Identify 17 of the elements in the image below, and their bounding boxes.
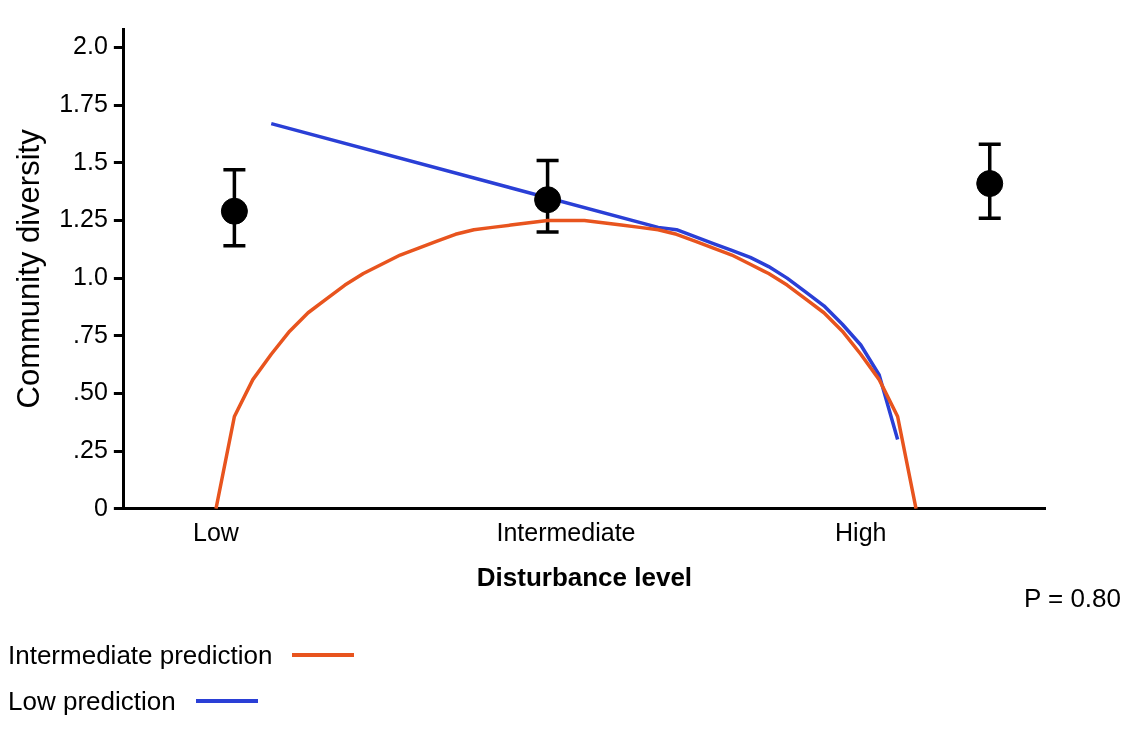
y-tick-label: 1.5: [73, 146, 108, 175]
x-tick-label: High: [835, 517, 887, 546]
y-tick-label: 1.0: [73, 262, 108, 291]
text: P = 0.80: [1023, 583, 1121, 614]
y-tick-label: 1.75: [59, 89, 108, 118]
x-tick-label: Intermediate: [496, 517, 636, 546]
y-tick-label: .50: [73, 377, 108, 406]
y-tick-label: .75: [73, 319, 108, 348]
y-tick-label: 0: [93, 492, 108, 521]
x-axis-title: Disturbance level: [476, 561, 693, 592]
legend-label: Intermediate prediction: [8, 639, 273, 671]
x-tick-label: Low: [193, 517, 240, 546]
legend-label: Low prediction: [8, 685, 176, 717]
y-tick-label: .25: [73, 435, 108, 464]
y-tick-label: 2.0: [73, 31, 108, 60]
y-tick-label: 1.25: [59, 204, 108, 233]
y-axis-title: Community diversity: [11, 128, 47, 409]
